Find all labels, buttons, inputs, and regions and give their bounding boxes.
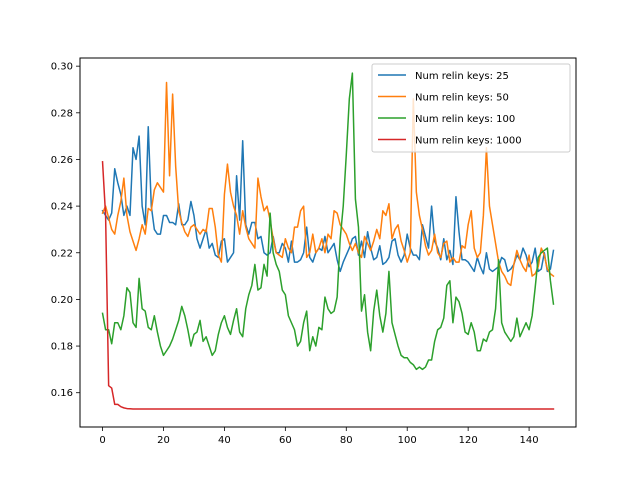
x-tick-label: 140 [520,435,539,446]
series-line-2 [101,72,555,371]
series-line-3 [101,161,555,410]
series-line-0 [101,126,555,275]
y-tick-label: 0.20 [51,295,73,306]
x-tick-label: 80 [340,435,353,446]
y-tick-label: 0.30 [51,62,73,73]
y-tick-label: 0.22 [51,248,73,259]
y-tick-label: 0.28 [51,108,73,119]
legend-label: Num relin keys: 100 [415,114,515,125]
x-tick-label: 60 [279,435,292,446]
x-tick-label: 40 [218,435,231,446]
x-tick-label: 20 [157,435,170,446]
series-line-1 [101,81,555,287]
x-axis: 0 20 40 60 80 100 120 140 [99,427,539,446]
legend: Num relin keys: 25 Num relin keys: 50 Num … [371,63,571,153]
series-layer [101,72,555,410]
y-tick-label: 0.16 [51,388,73,399]
x-tick-label: 100 [398,435,417,446]
legend-label: Num relin keys: 50 [415,93,509,104]
y-tick-label: 0.18 [51,342,73,353]
legend-label: Num relin keys: 25 [415,71,509,82]
plot-frame [79,57,577,428]
x-tick-label: 0 [99,435,105,446]
y-tick-label: 0.24 [51,202,73,213]
legend-box [371,63,571,153]
x-tick-label: 120 [459,435,478,446]
y-tick-label: 0.26 [51,155,73,166]
legend-label: Num relin keys: 1000 [415,136,522,147]
y-axis: 0.16 0.18 0.20 0.22 0.24 0.26 0.28 0.30 [51,62,80,399]
